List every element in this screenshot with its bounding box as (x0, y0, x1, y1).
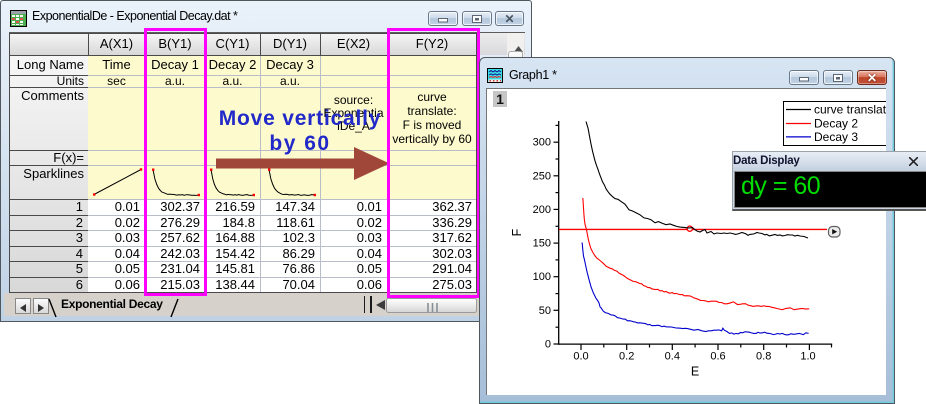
svg-text:Decay 2: Decay 2 (814, 117, 858, 131)
svg-text:200: 200 (533, 204, 551, 216)
svg-text:0.0: 0.0 (573, 350, 588, 362)
svg-text:100: 100 (533, 271, 551, 283)
svg-text:300: 300 (533, 137, 551, 149)
svg-text:E: E (691, 365, 699, 379)
svg-text:F: F (510, 228, 524, 236)
svg-text:1.0: 1.0 (800, 350, 815, 362)
svg-text:curve translate: curve translate (814, 103, 886, 117)
svg-text:0.2: 0.2 (619, 350, 634, 362)
svg-text:0.8: 0.8 (756, 350, 771, 362)
svg-text:0: 0 (545, 339, 551, 351)
svg-text:250: 250 (533, 170, 551, 182)
svg-text:0.6: 0.6 (710, 350, 725, 362)
svg-text:50: 50 (539, 305, 551, 317)
svg-text:0.4: 0.4 (665, 350, 680, 362)
svg-text:150: 150 (533, 238, 551, 250)
svg-text:Decay 3: Decay 3 (814, 130, 858, 144)
